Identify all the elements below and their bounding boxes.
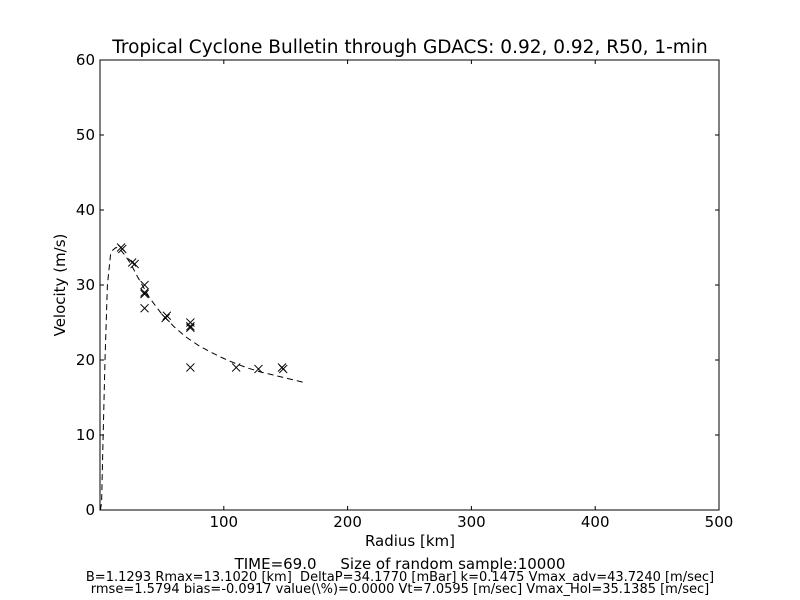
data-point-4 xyxy=(140,280,149,290)
y-tick-label: 30 xyxy=(76,276,95,294)
x-tick-label: 500 xyxy=(705,513,734,531)
data-point-7 xyxy=(140,303,149,313)
chart-title: Tropical Cyclone Bulletin through GDACS:… xyxy=(111,37,707,58)
y-tick-label: 60 xyxy=(76,51,95,69)
data-point-13 xyxy=(186,363,195,372)
data-point-12 xyxy=(186,323,195,333)
footer-time-line: TIME=69.0 Size of random sample:10000 xyxy=(234,555,566,573)
x-tick-label: 200 xyxy=(333,513,362,531)
y-tick-label: 50 xyxy=(76,126,95,144)
data-point-8 xyxy=(161,313,170,323)
data-point-6 xyxy=(140,289,149,299)
y-tick-label: 0 xyxy=(85,501,95,519)
x-axis-ticks: 100 200 300 400 500 xyxy=(209,60,733,531)
footer-params-line: B=1.1293 Rmax=13.1020 [km] DeltaP=34.177… xyxy=(85,570,715,585)
data-point-3 xyxy=(130,259,139,269)
data-point-14 xyxy=(231,363,241,372)
plot-frame xyxy=(99,59,720,511)
data-point-17 xyxy=(278,364,288,374)
y-axis-label: Velocity (m/s) xyxy=(51,234,69,337)
plot-area xyxy=(99,243,305,511)
x-tick-label: 300 xyxy=(457,513,486,531)
y-tick-label: 20 xyxy=(76,351,95,369)
x-axis-label: Radius [km] xyxy=(365,532,455,550)
x-tick-label: 400 xyxy=(581,513,610,531)
y-axis-ticks: 0 10 20 30 40 50 60 xyxy=(76,51,719,519)
data-point-1 xyxy=(117,244,127,254)
y-tick-label: 10 xyxy=(76,426,95,444)
footer-stats-line: rmse=1.5794 bias=-0.0917 value(\%)=0.000… xyxy=(90,582,710,597)
x-tick-label: 100 xyxy=(209,513,238,531)
data-point-11 xyxy=(186,321,195,331)
model-curve xyxy=(99,246,305,511)
data-point-2 xyxy=(127,258,137,267)
data-point-5 xyxy=(140,288,149,297)
y-tick-label: 40 xyxy=(76,201,95,219)
data-point-15 xyxy=(254,364,263,374)
data-point-9 xyxy=(162,311,172,321)
